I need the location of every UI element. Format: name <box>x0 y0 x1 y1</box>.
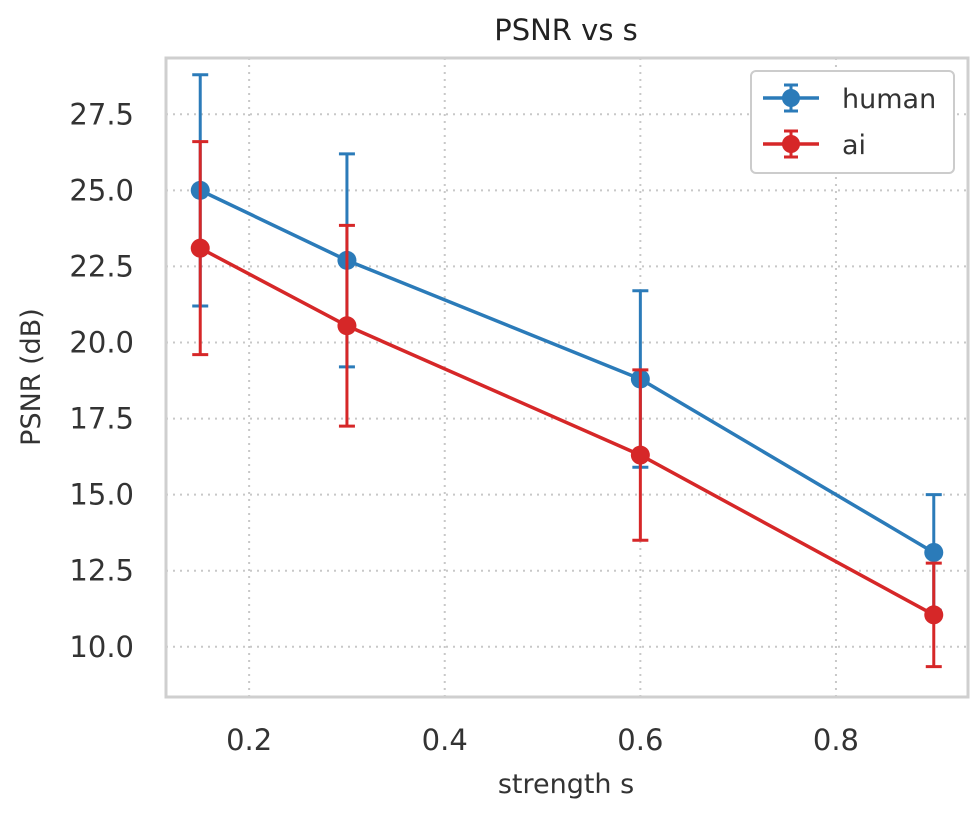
legend-marker <box>782 135 800 153</box>
data-point <box>190 238 210 258</box>
x-tick-label: 0.6 <box>617 723 663 757</box>
tick-layer: 0.2 0.4 0.6 0.8 10.0 12.5 15.0 17.5 20.0 22.5 25.0… <box>69 97 859 757</box>
data-point <box>924 605 944 625</box>
legend-label: ai <box>842 130 866 161</box>
data-point <box>337 316 357 336</box>
data-point <box>924 542 944 562</box>
x-tick-label: 0.2 <box>226 723 272 757</box>
legend-label: human <box>842 84 936 115</box>
data-point <box>630 445 650 465</box>
series-line <box>199 246 935 617</box>
y-tick-label: 20.0 <box>69 326 134 360</box>
y-tick-label: 25.0 <box>69 173 134 207</box>
y-tick-label: 10.0 <box>69 630 134 664</box>
y-tick-label: 22.5 <box>69 249 134 283</box>
series-layer <box>190 73 944 669</box>
legend-entry-human: human <box>763 83 936 115</box>
y-tick-label: 15.0 <box>69 478 134 512</box>
y-tick-label: 12.5 <box>69 554 134 588</box>
legend: human ai <box>750 70 955 174</box>
y-tick-label: 27.5 <box>69 97 134 131</box>
chart-title: PSNR vs s <box>494 13 638 47</box>
series-ai <box>190 140 944 669</box>
legend-marker <box>782 89 800 107</box>
series-line <box>199 188 935 554</box>
x-axis-title: strength s <box>498 769 634 800</box>
legend-entry-ai: ai <box>763 129 866 161</box>
y-axis-title: PSNR (dB) <box>16 308 47 446</box>
y-tick-label: 17.5 <box>69 402 134 436</box>
plot-frame <box>164 56 970 699</box>
x-tick-label: 0.4 <box>422 723 468 757</box>
x-tick-label: 0.8 <box>813 723 859 757</box>
